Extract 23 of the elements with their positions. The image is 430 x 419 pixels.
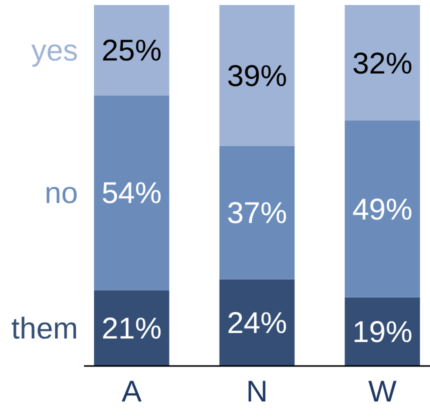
data-label: 32%: [352, 47, 412, 80]
bar: [219, 5, 295, 146]
bar: [344, 5, 420, 121]
data-label: 37%: [226, 197, 288, 230]
x-tick-label: W: [368, 375, 398, 408]
series-label: no: [44, 177, 78, 210]
series-label: them: [11, 312, 78, 346]
bar: [94, 95, 170, 290]
series-label: yes: [31, 34, 78, 68]
data-label: 49%: [352, 193, 412, 226]
data-label: 54%: [102, 177, 162, 210]
bar: [219, 146, 295, 280]
x-tick-label: N: [246, 375, 268, 408]
data-label: 21%: [102, 312, 162, 346]
data-label: 24%: [226, 307, 288, 340]
bar: [94, 5, 170, 96]
data-label: 19%: [352, 316, 412, 350]
bar: [219, 279, 295, 366]
x-tick-label: A: [122, 375, 142, 408]
data-label: 25%: [102, 34, 162, 68]
bar: [344, 120, 420, 298]
data-label: 39%: [226, 60, 288, 93]
bar: [94, 290, 170, 366]
